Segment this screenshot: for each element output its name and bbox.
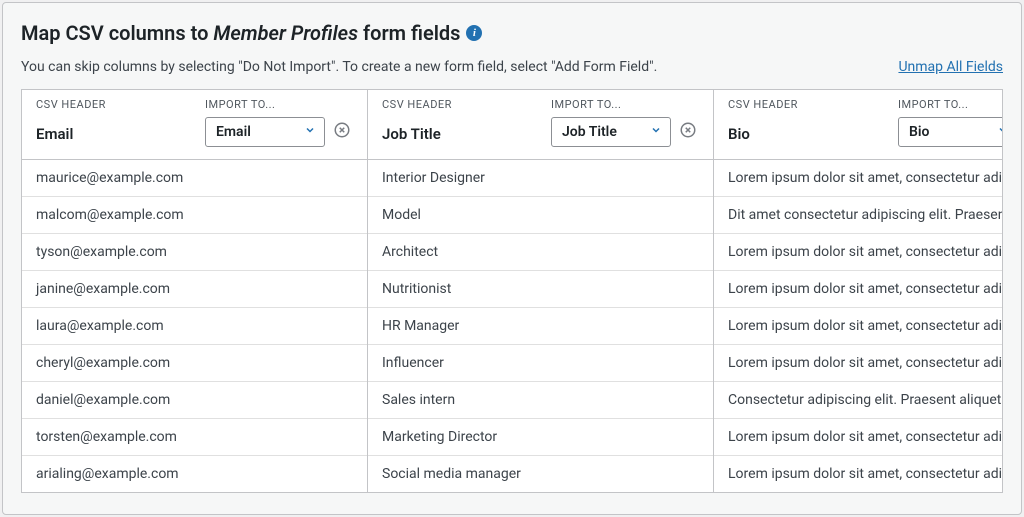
mapping-select-row: Bio bbox=[898, 117, 1003, 147]
data-cell: maurice@example.com bbox=[22, 160, 367, 197]
data-cell: cheryl@example.com bbox=[22, 345, 367, 382]
data-cell: laura@example.com bbox=[22, 308, 367, 345]
chevron-down-icon bbox=[997, 124, 1003, 140]
info-icon[interactable]: i bbox=[466, 25, 482, 41]
data-cell: Social media manager bbox=[368, 456, 713, 492]
data-cell: Influencer bbox=[368, 345, 713, 382]
data-cell: Lorem ipsum dolor sit amet, consectetur … bbox=[714, 234, 1003, 271]
data-cell: Lorem ipsum dolor sit amet, consectetur … bbox=[714, 271, 1003, 308]
import-to-group: IMPORT TO... Job Title bbox=[551, 98, 699, 147]
csv-header-group: CSV HEADER Job Title bbox=[382, 98, 541, 147]
data-cell: Lorem ipsum dolor sit amet, consectetur … bbox=[714, 308, 1003, 345]
csv-header-label: CSV HEADER bbox=[728, 98, 888, 111]
mapping-select-row: Email bbox=[205, 117, 353, 147]
title-em: Member Profiles bbox=[213, 21, 358, 45]
import-to-group: IMPORT TO... Bio bbox=[898, 98, 1003, 147]
clear-mapping-button[interactable] bbox=[331, 121, 353, 143]
close-icon bbox=[333, 121, 351, 144]
chevron-down-icon bbox=[650, 124, 662, 140]
mapping-select-row: Job Title bbox=[551, 117, 699, 147]
title-suffix: form fields bbox=[358, 21, 460, 45]
data-cell: Model bbox=[368, 197, 713, 234]
mapping-select-value: Email bbox=[216, 124, 251, 140]
csv-header-group: CSV HEADER Email bbox=[36, 98, 195, 147]
data-cell: Dit amet consectetur adipiscing elit. Pr… bbox=[714, 197, 1003, 234]
data-cell: Lorem ipsum dolor sit amet, consectetur … bbox=[714, 345, 1003, 382]
csv-header-label: CSV HEADER bbox=[36, 98, 195, 111]
data-cell: Interior Designer bbox=[368, 160, 713, 197]
data-cell: malcom@example.com bbox=[22, 197, 367, 234]
mapping-select[interactable]: Email bbox=[205, 117, 325, 147]
csv-header-label: CSV HEADER bbox=[382, 98, 541, 111]
unmap-all-link[interactable]: Unmap All Fields bbox=[898, 59, 1003, 75]
clear-mapping-button[interactable] bbox=[677, 121, 699, 143]
title-row: Map CSV columns to Member Profiles form … bbox=[21, 21, 1003, 45]
data-cell: janine@example.com bbox=[22, 271, 367, 308]
csv-header-name: Email bbox=[36, 117, 195, 143]
mapping-select-value: Bio bbox=[909, 124, 929, 140]
data-cell: Architect bbox=[368, 234, 713, 271]
subtext: You can skip columns by selecting "Do No… bbox=[21, 59, 657, 75]
data-cell: Lorem ipsum dolor sit amet, consectetur … bbox=[714, 456, 1003, 492]
data-cell: HR Manager bbox=[368, 308, 713, 345]
data-cell: daniel@example.com bbox=[22, 382, 367, 419]
import-to-group: IMPORT TO... Email bbox=[205, 98, 353, 147]
csv-header-group: CSV HEADER Bio bbox=[728, 98, 888, 147]
sub-row: You can skip columns by selecting "Do No… bbox=[21, 59, 1003, 75]
mapping-column: CSV HEADER Job Title IMPORT TO... Job Title… bbox=[368, 90, 714, 492]
close-icon bbox=[679, 121, 697, 144]
import-to-label: IMPORT TO... bbox=[205, 98, 353, 111]
data-cell: Lorem ipsum dolor sit amet, consectetur … bbox=[714, 419, 1003, 456]
csv-header-name: Bio bbox=[728, 117, 888, 143]
data-cell: torsten@example.com bbox=[22, 419, 367, 456]
data-cell: Marketing Director bbox=[368, 419, 713, 456]
column-header: CSV HEADER Bio IMPORT TO... Bio bbox=[714, 90, 1003, 160]
mapping-columns: CSV HEADER Email IMPORT TO... Email maurice@… bbox=[22, 90, 1003, 492]
title-prefix: Map CSV columns to bbox=[21, 21, 213, 45]
mapping-select-value: Job Title bbox=[562, 124, 617, 140]
mapping-column: CSV HEADER Bio IMPORT TO... Bio Lorem ipsum … bbox=[714, 90, 1003, 492]
data-cell: tyson@example.com bbox=[22, 234, 367, 271]
csv-header-name: Job Title bbox=[382, 117, 541, 143]
data-cell: Consectetur adipiscing elit. Praesent al… bbox=[714, 382, 1003, 419]
csv-mapping-panel: Map CSV columns to Member Profiles form … bbox=[2, 2, 1022, 515]
mapping-select[interactable]: Bio bbox=[898, 117, 1003, 147]
mapping-table-scroll[interactable]: CSV HEADER Email IMPORT TO... Email maurice@… bbox=[21, 89, 1003, 493]
data-cell: Lorem ipsum dolor sit amet, consectetur … bbox=[714, 160, 1003, 197]
column-header: CSV HEADER Job Title IMPORT TO... Job Title bbox=[368, 90, 713, 160]
data-cell: Nutritionist bbox=[368, 271, 713, 308]
import-to-label: IMPORT TO... bbox=[551, 98, 699, 111]
mapping-select[interactable]: Job Title bbox=[551, 117, 671, 147]
page-title: Map CSV columns to Member Profiles form … bbox=[21, 21, 460, 45]
chevron-down-icon bbox=[304, 124, 316, 140]
data-cell: Sales intern bbox=[368, 382, 713, 419]
column-header: CSV HEADER Email IMPORT TO... Email bbox=[22, 90, 367, 160]
data-cell: arialing@example.com bbox=[22, 456, 367, 492]
mapping-column: CSV HEADER Email IMPORT TO... Email maurice@… bbox=[22, 90, 368, 492]
import-to-label: IMPORT TO... bbox=[898, 98, 1003, 111]
